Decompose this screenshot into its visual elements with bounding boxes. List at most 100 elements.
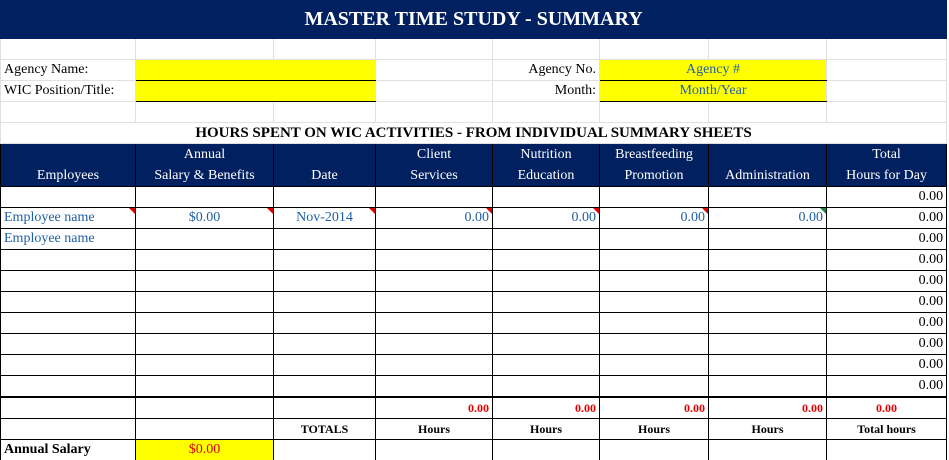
table-cell[interactable] bbox=[273, 354, 376, 376]
table-cell[interactable] bbox=[135, 354, 274, 376]
table-cell[interactable] bbox=[375, 354, 493, 376]
table-cell[interactable] bbox=[599, 354, 709, 376]
table-cell[interactable]: 0.00 bbox=[375, 207, 493, 229]
annual-salary-value[interactable]: $0.00 bbox=[135, 439, 274, 460]
table-cell[interactable]: 0.00 bbox=[825, 207, 948, 229]
column-header-line2: Promotion bbox=[624, 168, 684, 183]
table-cell[interactable] bbox=[708, 291, 827, 313]
table-cell[interactable]: $0.00 bbox=[135, 207, 274, 229]
table-cell[interactable] bbox=[708, 375, 827, 398]
table-cell[interactable] bbox=[375, 333, 493, 355]
table-cell[interactable] bbox=[708, 354, 827, 376]
table-cell[interactable] bbox=[135, 228, 274, 250]
table-cell[interactable] bbox=[375, 270, 493, 292]
table-cell[interactable]: 0.00 bbox=[825, 375, 948, 398]
table-cell[interactable] bbox=[375, 291, 493, 313]
month-input[interactable]: Month/Year bbox=[599, 80, 827, 102]
table-cell[interactable] bbox=[273, 333, 376, 355]
table-cell[interactable] bbox=[599, 270, 709, 292]
table-cell[interactable] bbox=[492, 291, 600, 313]
table-cell[interactable] bbox=[135, 186, 274, 208]
table-cell[interactable] bbox=[492, 186, 600, 208]
table-cell[interactable]: 0.00 bbox=[825, 333, 948, 355]
column-header-line2: Administration bbox=[725, 168, 810, 183]
agency-name-input[interactable] bbox=[135, 59, 376, 81]
table-cell[interactable] bbox=[375, 375, 493, 398]
table-cell[interactable] bbox=[375, 228, 493, 250]
table-cell[interactable] bbox=[375, 249, 493, 271]
table-cell[interactable]: 0.00 bbox=[708, 207, 827, 229]
table-cell[interactable] bbox=[273, 291, 376, 313]
table-cell[interactable]: 0.00 bbox=[599, 207, 709, 229]
table-cell[interactable] bbox=[708, 270, 827, 292]
table-cell[interactable] bbox=[0, 312, 136, 334]
table-cell[interactable]: Nov-2014 bbox=[273, 207, 376, 229]
comment-indicator-icon[interactable] bbox=[267, 208, 273, 214]
table-cell[interactable]: 0.00 bbox=[825, 312, 948, 334]
table-cell[interactable]: Employee name bbox=[0, 228, 136, 250]
table-row: 0.00 bbox=[0, 186, 948, 208]
table-cell[interactable] bbox=[0, 249, 136, 271]
table-cell[interactable] bbox=[273, 228, 376, 250]
table-cell[interactable] bbox=[0, 186, 136, 208]
sheet-title: MASTER TIME STUDY - SUMMARY bbox=[0, 0, 948, 39]
table-cell[interactable] bbox=[0, 270, 136, 292]
table-cell[interactable] bbox=[708, 333, 827, 355]
wic-position-input[interactable] bbox=[135, 80, 376, 102]
table-cell[interactable] bbox=[708, 312, 827, 334]
table-cell[interactable] bbox=[135, 291, 274, 313]
table-cell[interactable] bbox=[492, 333, 600, 355]
table-cell[interactable] bbox=[0, 354, 136, 376]
table-cell[interactable] bbox=[599, 291, 709, 313]
comment-indicator-icon[interactable] bbox=[486, 208, 492, 214]
table-cell[interactable]: Employee name bbox=[0, 207, 136, 229]
table-cell[interactable] bbox=[135, 249, 274, 271]
table-cell[interactable] bbox=[375, 186, 493, 208]
table-cell[interactable]: 0.00 bbox=[825, 270, 948, 292]
table-cell[interactable] bbox=[135, 375, 274, 398]
column-header-line1: Annual bbox=[183, 147, 226, 162]
table-cell[interactable] bbox=[599, 333, 709, 355]
table-cell[interactable] bbox=[135, 333, 274, 355]
table-cell[interactable]: 0.00 bbox=[825, 354, 948, 376]
table-cell[interactable] bbox=[273, 375, 376, 398]
table-cell[interactable] bbox=[273, 312, 376, 334]
table-cell[interactable]: 0.00 bbox=[825, 249, 948, 271]
table-cell[interactable] bbox=[708, 249, 827, 271]
table-cell[interactable] bbox=[708, 186, 827, 208]
table-cell[interactable] bbox=[599, 186, 709, 208]
table-cell[interactable]: 0.00 bbox=[492, 207, 600, 229]
table-cell[interactable] bbox=[273, 249, 376, 271]
table-cell[interactable]: 0.00 bbox=[825, 291, 948, 313]
table-cell[interactable] bbox=[492, 270, 600, 292]
table-cell[interactable] bbox=[135, 270, 274, 292]
table-cell[interactable] bbox=[273, 186, 376, 208]
table-cell[interactable] bbox=[599, 375, 709, 398]
agency-no-input[interactable]: Agency # bbox=[599, 59, 827, 81]
comment-indicator-icon[interactable] bbox=[820, 208, 826, 214]
comment-indicator-icon[interactable] bbox=[369, 208, 375, 214]
table-cell[interactable] bbox=[273, 270, 376, 292]
table-row: 0.00 bbox=[0, 249, 948, 271]
table-cell[interactable] bbox=[492, 249, 600, 271]
comment-indicator-icon[interactable] bbox=[129, 208, 135, 214]
comment-indicator-icon[interactable] bbox=[593, 208, 599, 214]
table-cell[interactable] bbox=[135, 312, 274, 334]
table-cell[interactable] bbox=[492, 228, 600, 250]
table-cell[interactable] bbox=[492, 312, 600, 334]
table-cell[interactable] bbox=[0, 375, 136, 398]
table-cell[interactable] bbox=[492, 354, 600, 376]
column-header-line2: Employees bbox=[36, 168, 100, 183]
table-cell[interactable] bbox=[599, 249, 709, 271]
unit-label: Hours bbox=[492, 418, 600, 440]
table-cell[interactable] bbox=[599, 312, 709, 334]
table-cell[interactable] bbox=[492, 375, 600, 398]
table-cell[interactable] bbox=[599, 228, 709, 250]
table-cell[interactable]: 0.00 bbox=[825, 186, 948, 208]
table-cell[interactable]: 0.00 bbox=[825, 228, 948, 250]
table-cell[interactable] bbox=[0, 291, 136, 313]
table-cell[interactable] bbox=[375, 312, 493, 334]
comment-indicator-icon[interactable] bbox=[702, 208, 708, 214]
table-cell[interactable] bbox=[0, 333, 136, 355]
table-cell[interactable] bbox=[708, 228, 827, 250]
